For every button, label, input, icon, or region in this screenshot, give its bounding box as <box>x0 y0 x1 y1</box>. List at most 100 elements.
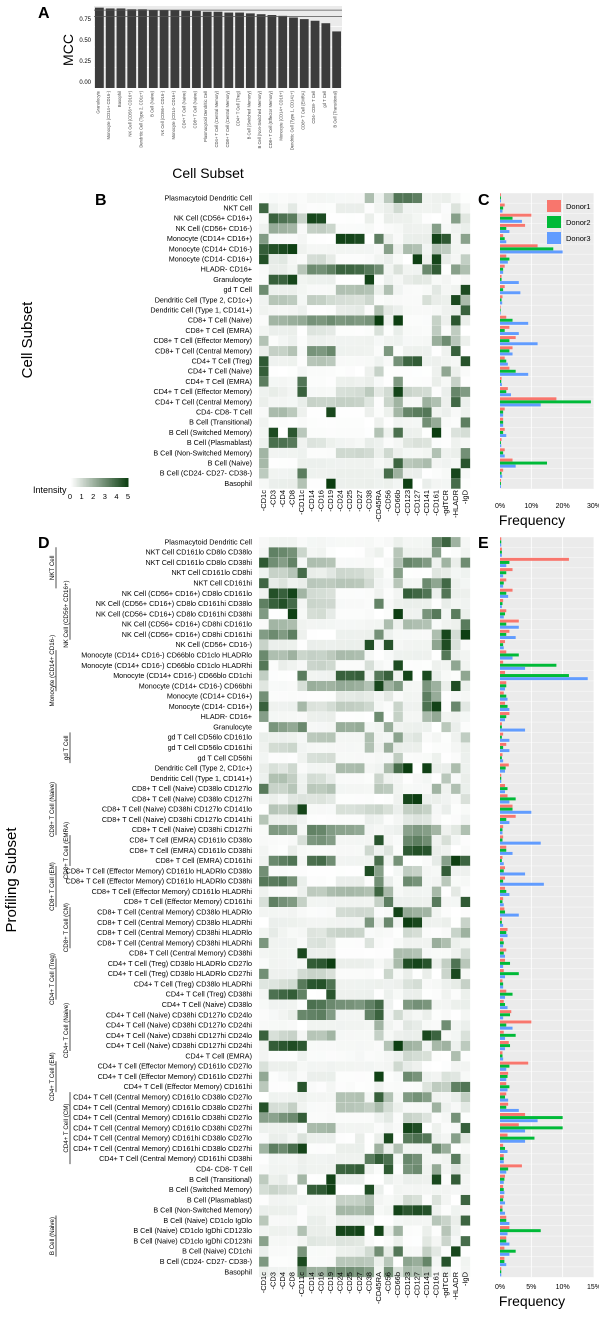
heatmap-cell <box>345 1040 356 1052</box>
heatmap-cell <box>268 855 279 867</box>
panel-d-ylabel: Profiling Subset <box>3 827 20 933</box>
heatmap-cell <box>441 396 452 408</box>
heatmap-cell <box>393 680 404 692</box>
heatmap-cell <box>278 1061 288 1072</box>
heatmap-cell <box>383 1122 394 1134</box>
heatmap-cell <box>364 1081 375 1093</box>
heatmap-cell <box>297 274 308 285</box>
heatmap-cell <box>450 1009 461 1021</box>
heatmap-cell <box>393 876 404 887</box>
heatmap-row-label: CD4+ T Cell (EMRA) <box>185 1051 252 1060</box>
heatmap-cell <box>268 1164 279 1175</box>
heatmap-cell <box>287 937 298 949</box>
freq-bar-donor1 <box>500 1246 505 1250</box>
panel-a-bar <box>116 8 126 89</box>
heatmap-cell <box>393 629 404 640</box>
freq-bar-donor3 <box>500 240 507 244</box>
heatmap-cell <box>335 742 346 753</box>
heatmap-cell <box>431 1246 442 1257</box>
heatmap-cell <box>441 907 452 918</box>
heatmap-cell <box>297 650 308 661</box>
heatmap-cell <box>287 386 298 398</box>
heatmap-cell <box>297 427 308 438</box>
heatmap-row-label: CD8+ T Cell (Naive) <box>188 316 252 325</box>
freq-bar-donor1 <box>500 619 519 623</box>
heatmap-cell <box>354 536 365 548</box>
heatmap-cell <box>441 284 452 296</box>
freq-bar-donor1 <box>500 722 502 726</box>
heatmap-cell <box>393 478 404 489</box>
heatmap-cell <box>326 254 336 265</box>
freq-bar-donor2 <box>500 931 507 935</box>
heatmap-cell <box>374 804 384 815</box>
heatmap-cell <box>364 1143 375 1154</box>
heatmap-cell <box>316 824 327 836</box>
heatmap-cell <box>297 1225 308 1237</box>
heatmap-cell <box>268 1061 279 1072</box>
heatmap-cell <box>268 937 279 949</box>
heatmap-cell <box>364 567 375 579</box>
heatmap-cell <box>402 999 413 1010</box>
heatmap-cell <box>326 783 336 795</box>
heatmap-cell <box>383 1081 394 1093</box>
freq-bar-donor3 <box>500 574 504 578</box>
heatmap-cell <box>374 721 384 733</box>
heatmap-cell <box>431 598 442 610</box>
heatmap-cell <box>287 1040 298 1052</box>
heatmap-cell <box>422 588 432 599</box>
heatmap-column-label: -CD25 <box>345 490 354 512</box>
heatmap-cell <box>345 588 356 599</box>
heatmap-cell <box>278 773 288 784</box>
heatmap-cell <box>268 1030 279 1041</box>
heatmap-cell <box>297 711 308 723</box>
intensity-legend-tick: 0 <box>68 492 72 501</box>
heatmap-cell <box>374 396 384 408</box>
freq-bar-donor1 <box>500 969 504 973</box>
heatmap-cell <box>450 356 461 367</box>
freq-bar-donor2 <box>500 410 504 414</box>
heatmap-cell <box>297 325 308 336</box>
heatmap-cell <box>460 325 471 336</box>
heatmap-cell <box>383 701 394 712</box>
heatmap-cell <box>441 1040 452 1052</box>
heatmap-cell <box>354 396 365 408</box>
heatmap-cell <box>460 1020 471 1031</box>
heatmap-cell <box>278 948 288 959</box>
heatmap-cell <box>422 294 432 306</box>
heatmap-cell <box>374 1122 384 1134</box>
heatmap-cell <box>258 608 269 620</box>
heatmap-cell <box>412 824 423 836</box>
heatmap-cell <box>326 598 336 610</box>
heatmap-cell <box>278 927 288 938</box>
heatmap-cell <box>460 1225 471 1237</box>
heatmap-cell <box>383 578 394 589</box>
freq-bar-donor1 <box>500 640 506 644</box>
heatmap-cell <box>354 468 365 479</box>
panel-a-category-label: B Cell (Switched Memory) <box>246 90 251 139</box>
heatmap-cell <box>383 1194 394 1206</box>
heatmap-cell <box>335 876 346 887</box>
heatmap-cell <box>306 547 317 558</box>
freq-bar-donor2 <box>500 602 503 606</box>
group-label: CD8+ T Cell (EMRA) <box>63 822 70 879</box>
heatmap-cell <box>450 1081 461 1093</box>
freq-bar-donor2 <box>500 725 502 729</box>
heatmap-cell <box>278 254 288 265</box>
heatmap-cell <box>431 567 442 579</box>
heatmap-cell <box>316 989 327 1000</box>
heatmap-cell <box>460 701 471 712</box>
heatmap-cell <box>393 1009 404 1021</box>
heatmap-cell <box>460 305 471 316</box>
heatmap-column-label: -CD16 <box>316 490 325 512</box>
heatmap-cell <box>402 567 413 579</box>
heatmap-cell <box>393 752 404 764</box>
heatmap-cell <box>297 1133 308 1144</box>
heatmap-cell <box>412 335 423 347</box>
heatmap-cell <box>393 639 404 651</box>
freq-bar-donor1 <box>500 681 507 685</box>
heatmap-cell <box>402 1112 413 1124</box>
heatmap-row-label: NK Cell (CD56+ CD16+) CD8lo CD161hi CD38… <box>96 609 253 618</box>
heatmap-cell <box>460 835 471 846</box>
heatmap-cell <box>278 763 288 774</box>
heatmap-cell <box>393 835 404 846</box>
